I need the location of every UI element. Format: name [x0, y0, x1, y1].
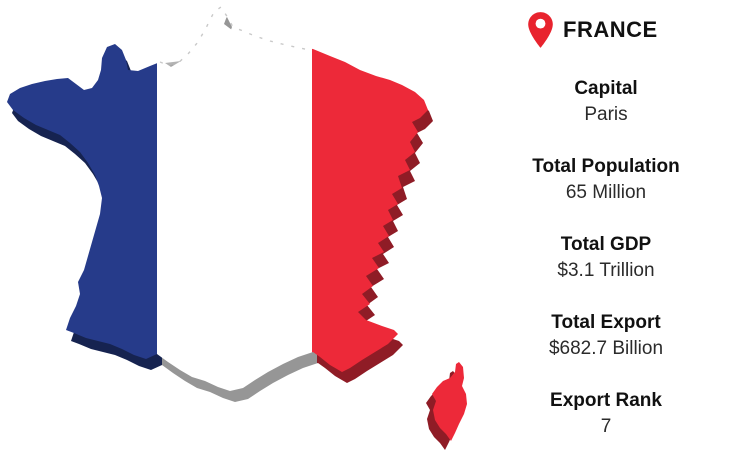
stat-export-rank: Export Rank 7 — [500, 388, 712, 440]
seine-estuary-mark — [165, 61, 181, 67]
country-info-panel: FRANCE Capital Paris Total Population 65… — [500, 0, 712, 466]
country-title: FRANCE — [563, 17, 658, 42]
country-stats: Capital Paris Total Population 65 Millio… — [500, 76, 712, 440]
stat-value: 65 Million — [565, 182, 647, 203]
stat-label: Export Rank — [550, 390, 662, 411]
location-pin-icon — [528, 12, 553, 48]
stat-export: Total Export $682.7 Billion — [500, 310, 712, 362]
stat-label: Total GDP — [560, 234, 652, 255]
stat-label: Total Export — [551, 312, 661, 333]
stat-value: $3.1 Trillion — [557, 260, 655, 281]
stat-value: $682.7 Billion — [548, 338, 664, 359]
stat-gdp: Total GDP $3.1 Trillion — [500, 232, 712, 284]
flag-red-stripe — [312, 6, 428, 391]
stat-capital: Capital Paris — [500, 76, 712, 128]
stat-label: Total Population — [532, 156, 680, 177]
stat-value: 7 — [600, 416, 612, 437]
panel-header: FRANCE — [500, 9, 712, 51]
mainland-france — [7, 6, 428, 391]
stat-value: Paris — [584, 104, 628, 125]
flag-white-stripe — [157, 6, 312, 391]
stat-population: Total Population 65 Million — [500, 154, 712, 206]
france-3d-map — [7, 6, 467, 450]
flag-blue-stripe — [7, 6, 157, 391]
stat-label: Capital — [574, 78, 638, 99]
france-map-svg — [7, 6, 467, 450]
